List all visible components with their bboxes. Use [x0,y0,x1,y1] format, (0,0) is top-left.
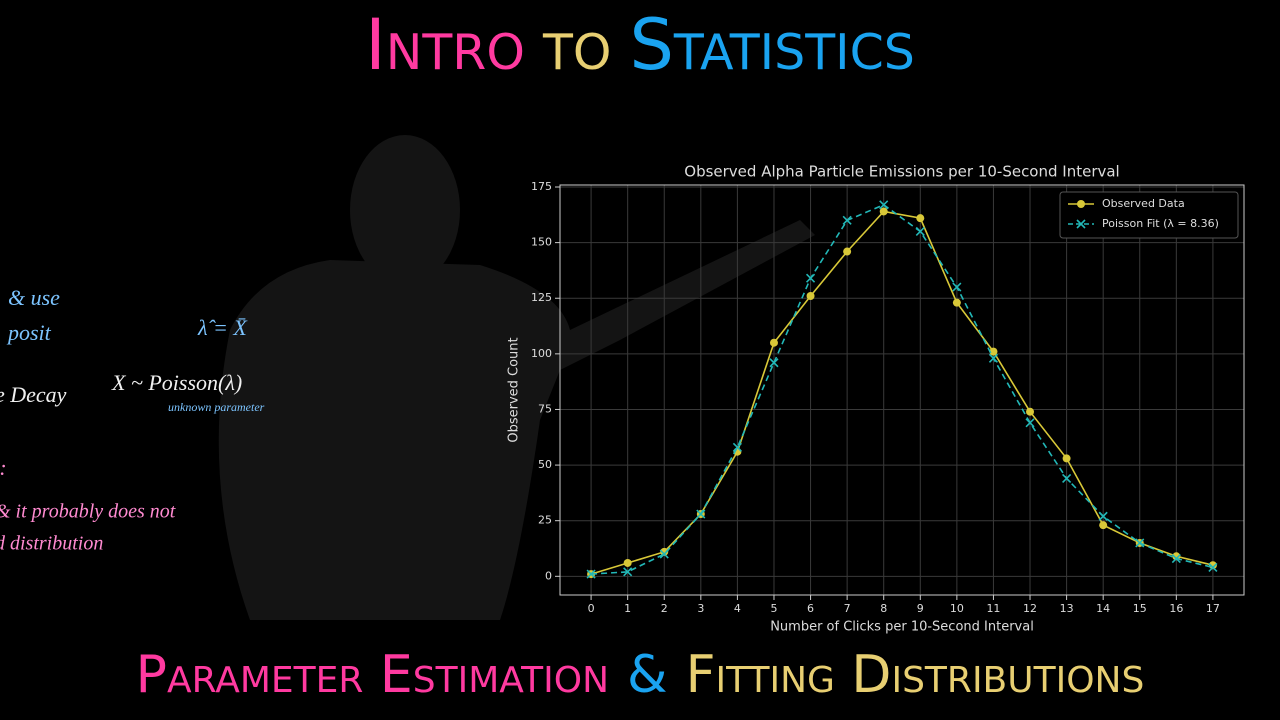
x-tick-label: 17 [1206,602,1220,615]
data-point [586,569,596,579]
data-point [1135,538,1145,548]
handwritten-note: & it probably does not [0,501,176,523]
title-word: Parameter Estimation [136,645,609,705]
data-point [952,298,961,307]
data-point [915,226,925,237]
x-tick-label: 6 [807,602,814,615]
data-point [952,282,962,292]
data-point [1062,473,1072,483]
data-point [732,442,742,452]
x-tick-label: 14 [1096,602,1110,615]
handwritten-note: d distribution [0,533,103,555]
data-point [989,347,998,356]
data-point [1025,418,1035,428]
y-tick-label: 150 [531,236,552,249]
data-point [769,338,778,347]
legend-label: Poisson Fit (λ = 8.36) [1102,217,1219,230]
data-point [806,292,815,301]
x-tick-label: 0 [588,602,595,615]
y-tick-label: 125 [531,291,552,304]
title-word: Statistics [629,4,914,86]
x-tick-label: 2 [661,602,668,615]
handwritten-note: ): [0,455,7,480]
data-point [805,273,816,283]
x-axis-label: Number of Clicks per 10-Second Interval [770,620,1034,635]
x-tick-label: 16 [1169,602,1183,615]
handwritten-note: unknown parameter [168,400,265,414]
data-point [916,214,925,223]
y-axis-label: Observed Count [507,337,522,442]
y-tick-label: 75 [538,402,552,415]
x-tick-label: 8 [880,602,887,615]
data-point [660,547,669,556]
title-word: Fitting Distributions [686,645,1145,705]
series-line [591,203,1214,575]
x-tick-label: 11 [986,602,1000,615]
data-point [1062,454,1071,463]
x-tick-label: 9 [917,602,924,615]
y-tick-label: 25 [538,514,552,527]
data-point [879,200,889,210]
handwritten-note: X ~ Poisson(λ) [111,370,242,395]
legend-marker [1076,219,1086,229]
legend-box [1059,191,1239,239]
plot-frame [559,184,1245,596]
x-tick-label: 13 [1060,602,1074,615]
title-word: & [627,645,668,705]
data-point [879,207,888,216]
data-point [623,567,633,577]
y-tick-label: 100 [531,347,552,360]
data-point [659,549,669,559]
x-tick-label: 5 [770,602,777,615]
x-tick-label: 12 [1023,602,1037,615]
x-tick-label: 7 [844,602,851,615]
y-tick-label: 0 [545,569,552,582]
title-word: Intro [365,4,525,86]
x-tick-label: 10 [950,602,964,615]
data-point [623,558,632,567]
y-tick-label: 175 [531,180,552,193]
video-subtitle: Parameter Estimation & Fitting Distributio… [136,645,1145,705]
data-point [1026,407,1035,416]
data-point [1171,553,1181,564]
video-title: Intro to Statistics [365,4,915,86]
x-tick-label: 4 [734,602,741,615]
handwritten-note: e Decay [0,382,67,407]
title-word: to [542,4,612,86]
data-point [769,358,779,368]
legend-marker [1077,200,1085,208]
data-point [1098,511,1108,521]
data-point [1099,521,1108,530]
y-tick-label: 50 [538,458,552,471]
chart-title: Observed Alpha Particle Emissions per 10… [684,163,1119,181]
presenter-silhouette [218,135,815,620]
x-tick-label: 3 [697,602,704,615]
data-point [842,215,852,225]
x-tick-label: 15 [1133,602,1147,615]
x-tick-label: 1 [624,602,631,615]
handwritten-note: λ̂ = X̄ [197,315,248,340]
handwritten-note: posit [6,320,52,345]
handwritten-note: & use [8,285,60,310]
data-point [988,353,999,363]
data-point [1208,562,1218,572]
data-point [843,247,852,256]
legend-label: Observed Data [1102,197,1185,210]
data-point [696,509,706,519]
